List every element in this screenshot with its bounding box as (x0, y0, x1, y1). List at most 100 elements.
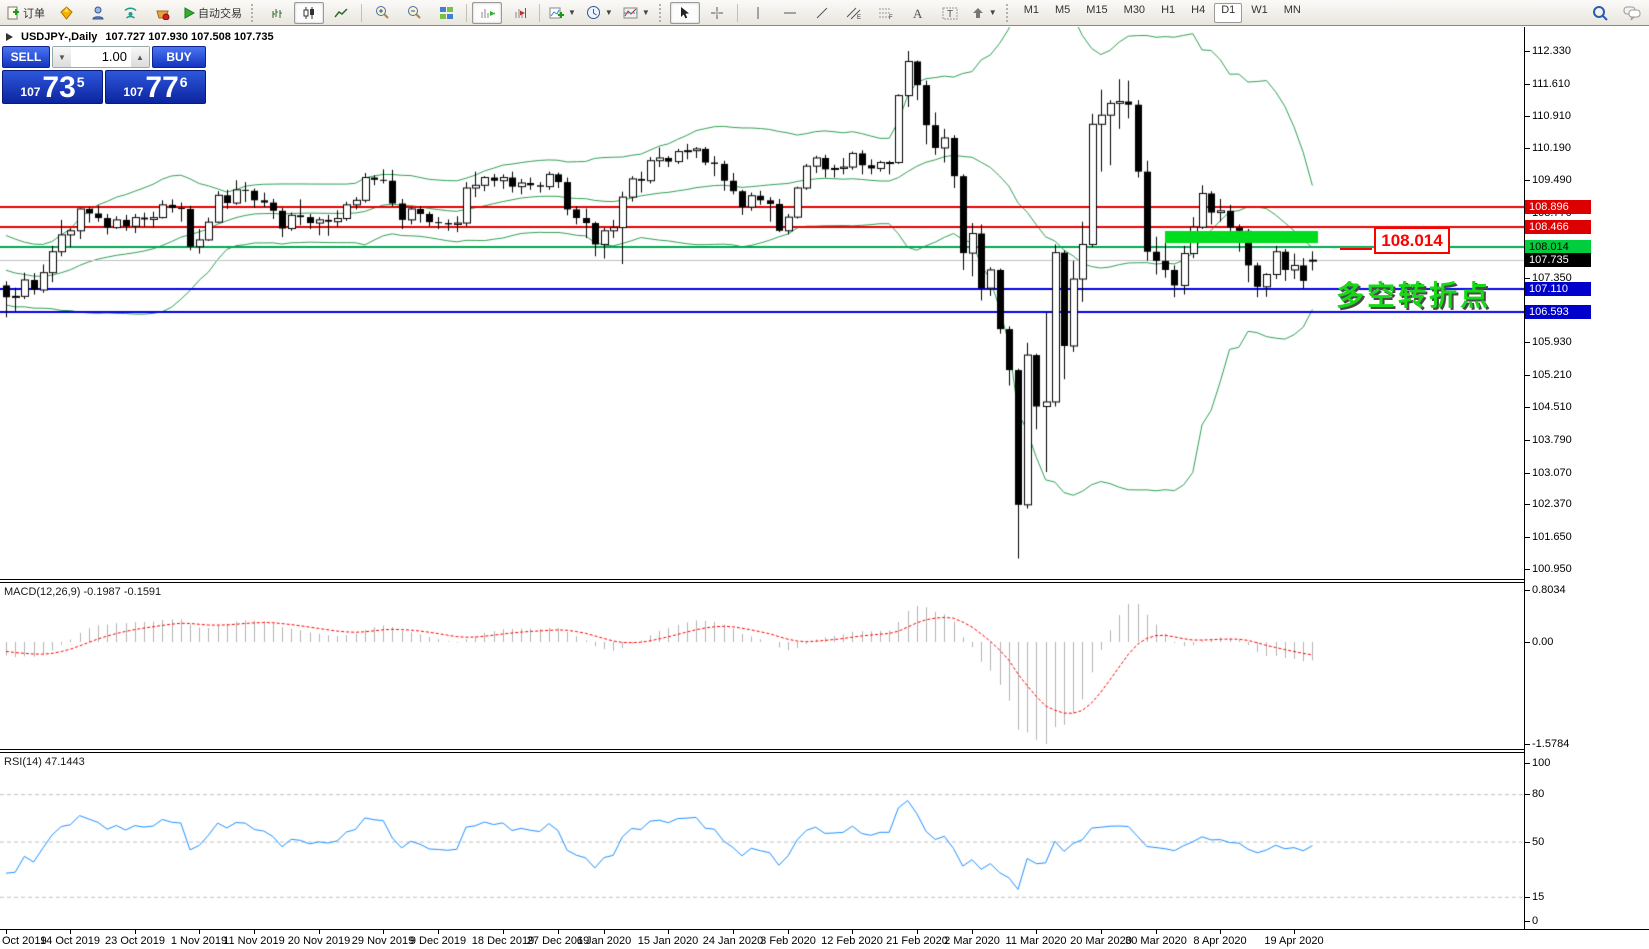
time-axis-label: 8 Apr 2020 (1193, 935, 1247, 947)
price-axis-label: 112.330 (1525, 45, 1571, 57)
periods-caret: ▼ (604, 8, 613, 17)
horizontal-line-tool[interactable] (775, 2, 805, 24)
timeframe-h1[interactable]: H1 (1161, 3, 1176, 16)
fibonacci-tool[interactable]: F (871, 2, 901, 24)
timeframe-m5[interactable]: M5 (1054, 3, 1071, 16)
price-axis-label: 107.735 (1525, 253, 1591, 267)
signals-icon[interactable] (115, 2, 145, 24)
price-axis-label: 103.070 (1525, 467, 1572, 479)
main-price-chart[interactable] (0, 27, 1524, 579)
price-axis-label: 107.350 (1525, 272, 1572, 284)
turning-point-note[interactable]: 多空转折点 (1336, 280, 1492, 311)
price-axis-label: 108.896 (1525, 200, 1591, 214)
vertical-line-tool[interactable] (743, 2, 773, 24)
sell-price-prefix: 107 (20, 85, 41, 99)
buy-button[interactable]: BUY (152, 46, 206, 68)
price-axis-label: 0.00 (1524, 636, 1554, 648)
toolbar-grip[interactable] (251, 3, 257, 22)
time-axis-tick (852, 930, 853, 934)
price-axis-label: 15 (1524, 891, 1545, 903)
text-tool[interactable]: A (903, 2, 933, 24)
price-axis-label: 100 (1524, 757, 1551, 769)
crosshair-button[interactable] (702, 2, 732, 24)
time-axis-tick (135, 930, 136, 934)
time-axis-tick (604, 930, 605, 934)
panel-divider[interactable] (0, 579, 1649, 583)
time-axis-label: Oct 2019 (2, 935, 47, 947)
price-axis-label: 104.510 (1525, 401, 1572, 413)
time-axis-tick (917, 930, 918, 934)
sell-button[interactable]: SELL (2, 46, 50, 68)
community-icon[interactable] (83, 2, 113, 24)
macd-value-main: -0.1987 (83, 586, 121, 598)
time-axis-label: 6 Jan 2020 (576, 935, 632, 947)
price-axis-label: 100.950 (1525, 563, 1572, 575)
market-icon[interactable] (147, 2, 177, 24)
time-axis: Oct 2019 14 Oct 2019 23 Oct 2019 1 Nov 2019… (0, 929, 1649, 949)
volume-down-button[interactable]: ▼ (53, 47, 71, 67)
macd-label: MACD(12,26,9) -0.1987 -0.1591 (4, 586, 161, 598)
candlestick-chart-button[interactable] (294, 1, 324, 24)
time-axis-label: 20 Nov 2019 (287, 935, 351, 947)
time-axis-label: 21 Feb 2020 (886, 935, 948, 947)
time-axis-label: 19 Apr 2020 (1264, 935, 1324, 947)
timeframe-m15[interactable]: M15 (1086, 3, 1108, 16)
line-chart-button[interactable] (326, 2, 356, 24)
price-callout-connector (1340, 248, 1372, 250)
toolbar-grip[interactable] (658, 3, 665, 22)
templates-button[interactable]: ▼ (619, 2, 654, 24)
time-axis-tick (1036, 930, 1037, 934)
time-axis-tick (254, 930, 255, 934)
timeframe-m30[interactable]: M30 (1123, 3, 1146, 16)
rsi-label: RSI(14) 47.1443 (4, 756, 85, 768)
toolbar-grip[interactable] (1005, 3, 1012, 22)
channel-tool[interactable]: E (839, 2, 869, 24)
autotrading-button[interactable]: 自动交易 (179, 2, 246, 24)
timeframe-bar: M1 M5 M15 M30 H1 H4 D1 W1 MN (1017, 2, 1308, 23)
macd-name: MACD(12,26,9) (4, 586, 81, 598)
price-axis-label: 106.593 (1525, 305, 1591, 319)
chart-shift-button[interactable] (504, 2, 534, 24)
time-axis-label: 9 Dec 2019 (409, 935, 467, 947)
time-axis-label: 18 Dec 2019 (471, 935, 535, 947)
rsi-indicator-chart[interactable] (0, 753, 1524, 929)
trendline-tool[interactable] (807, 2, 837, 24)
auto-scroll-button[interactable] (472, 1, 502, 24)
text-label-tool[interactable]: T (935, 2, 965, 24)
periods-button[interactable]: ▼ (582, 2, 617, 24)
timeframe-m1[interactable]: M1 (1023, 3, 1039, 16)
toolbar-separator (361, 3, 362, 22)
zoom-out-button[interactable] (399, 2, 429, 24)
price-axis: 112.330111.610110.910110.190109.490108.7… (1524, 27, 1649, 929)
volume-up-button[interactable]: ▲ (131, 47, 149, 67)
indicators-button[interactable]: ▼ (545, 2, 580, 24)
bar-chart-button[interactable] (262, 2, 292, 24)
buy-quote-panel[interactable]: 107 77 6 (105, 70, 206, 104)
time-axis-tick (199, 930, 200, 934)
volume-stepper: ▼ 1.00 ▲ (52, 46, 150, 68)
volume-value[interactable]: 1.00 (101, 49, 127, 64)
gem-icon[interactable] (51, 2, 81, 24)
timeframe-w1[interactable]: W1 (1251, 3, 1268, 16)
timeframe-h4[interactable]: H4 (1191, 3, 1206, 16)
new-order-button[interactable]: 订单 (2, 2, 49, 24)
timeframe-d1[interactable]: D1 (1214, 2, 1243, 23)
toolbar-separator (539, 3, 540, 22)
chat-icon[interactable] (1617, 2, 1647, 24)
timeframe-mn[interactable]: MN (1283, 3, 1301, 16)
shapes-caret: ▼ (988, 8, 997, 17)
new-order-icon (7, 6, 19, 19)
tile-windows-button[interactable] (431, 2, 461, 24)
price-callout-box[interactable]: 108.014 (1374, 227, 1450, 254)
svg-text:A: A (913, 6, 923, 20)
search-icon[interactable] (1585, 2, 1615, 24)
zoom-in-button[interactable] (367, 2, 397, 24)
svg-text:T: T (947, 9, 953, 20)
cursor-button[interactable] (669, 1, 700, 24)
panel-divider[interactable] (0, 749, 1649, 753)
shapes-tool[interactable]: ▼ (967, 2, 1001, 24)
sell-price-big: 73 (42, 71, 76, 104)
price-axis-label: 102.370 (1525, 498, 1572, 510)
macd-indicator-chart[interactable] (0, 583, 1524, 749)
sell-quote-panel[interactable]: 107 73 5 (2, 70, 103, 104)
